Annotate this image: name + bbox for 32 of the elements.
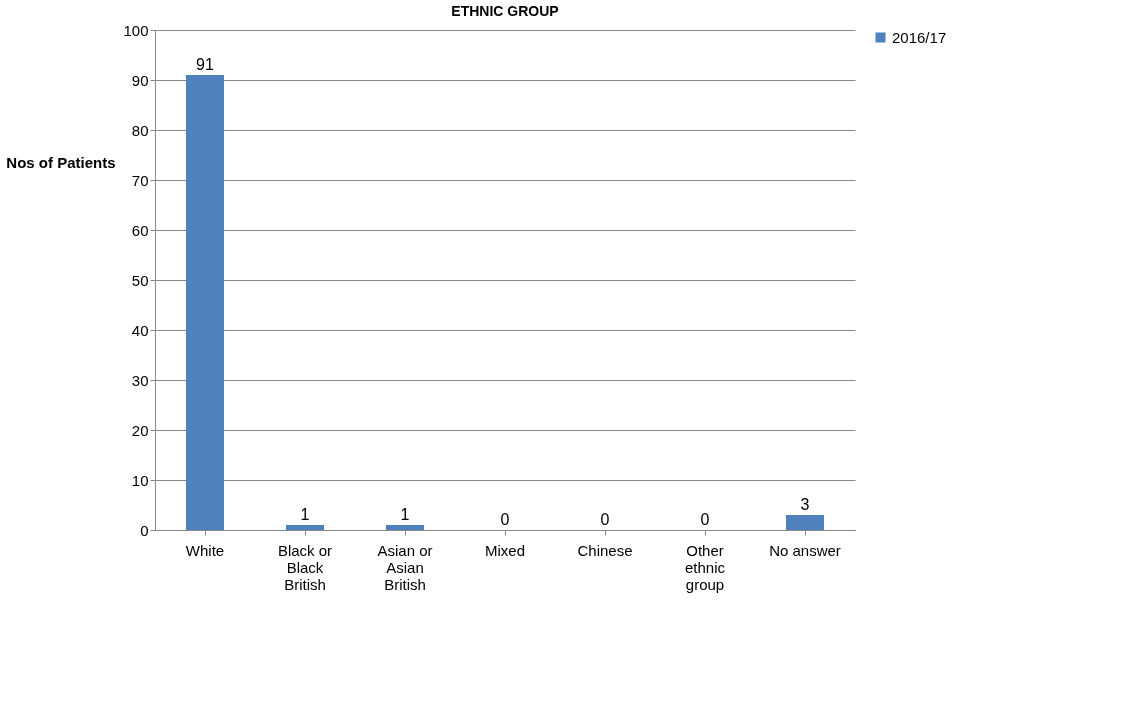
chart-title: ETHNIC GROUP (451, 3, 559, 19)
y-tick-label: 0 (140, 521, 149, 539)
y-tick-label: 70 (131, 171, 149, 189)
x-tick-label: Asian or Asian British (377, 541, 433, 593)
x-tick-label: Mixed (484, 541, 526, 559)
y-axis-title: Nos of Patients (6, 153, 116, 171)
data-label: 0 (700, 511, 710, 528)
y-tick-label: 60 (131, 221, 149, 239)
data-label: 3 (800, 496, 810, 513)
y-tick-label: 90 (131, 71, 149, 89)
data-label: 0 (600, 511, 610, 528)
y-tick-label: 10 (131, 471, 149, 489)
x-tick-label: Other ethnic group (684, 541, 726, 593)
x-tick-label: Chinese (577, 541, 633, 559)
bar (186, 75, 224, 530)
data-label: 1 (400, 506, 410, 523)
data-label: 1 (300, 506, 310, 523)
bar (786, 515, 824, 530)
y-tick-label: 50 (131, 271, 149, 289)
x-tick-label: Black or Black British (277, 541, 333, 593)
y-tick-label: 100 (123, 21, 149, 39)
x-tick-label: No answer (769, 541, 841, 559)
bar (386, 525, 424, 530)
bar (286, 525, 324, 530)
y-tick-label: 40 (131, 321, 149, 339)
legend-label: 2016/17 (892, 28, 947, 46)
y-tick-label: 20 (131, 421, 149, 439)
x-tick-label: White (185, 541, 225, 559)
data-label: 91 (196, 56, 214, 73)
y-tick-label: 30 (131, 371, 149, 389)
data-label: 0 (500, 511, 510, 528)
y-tick-label: 80 (131, 121, 149, 139)
